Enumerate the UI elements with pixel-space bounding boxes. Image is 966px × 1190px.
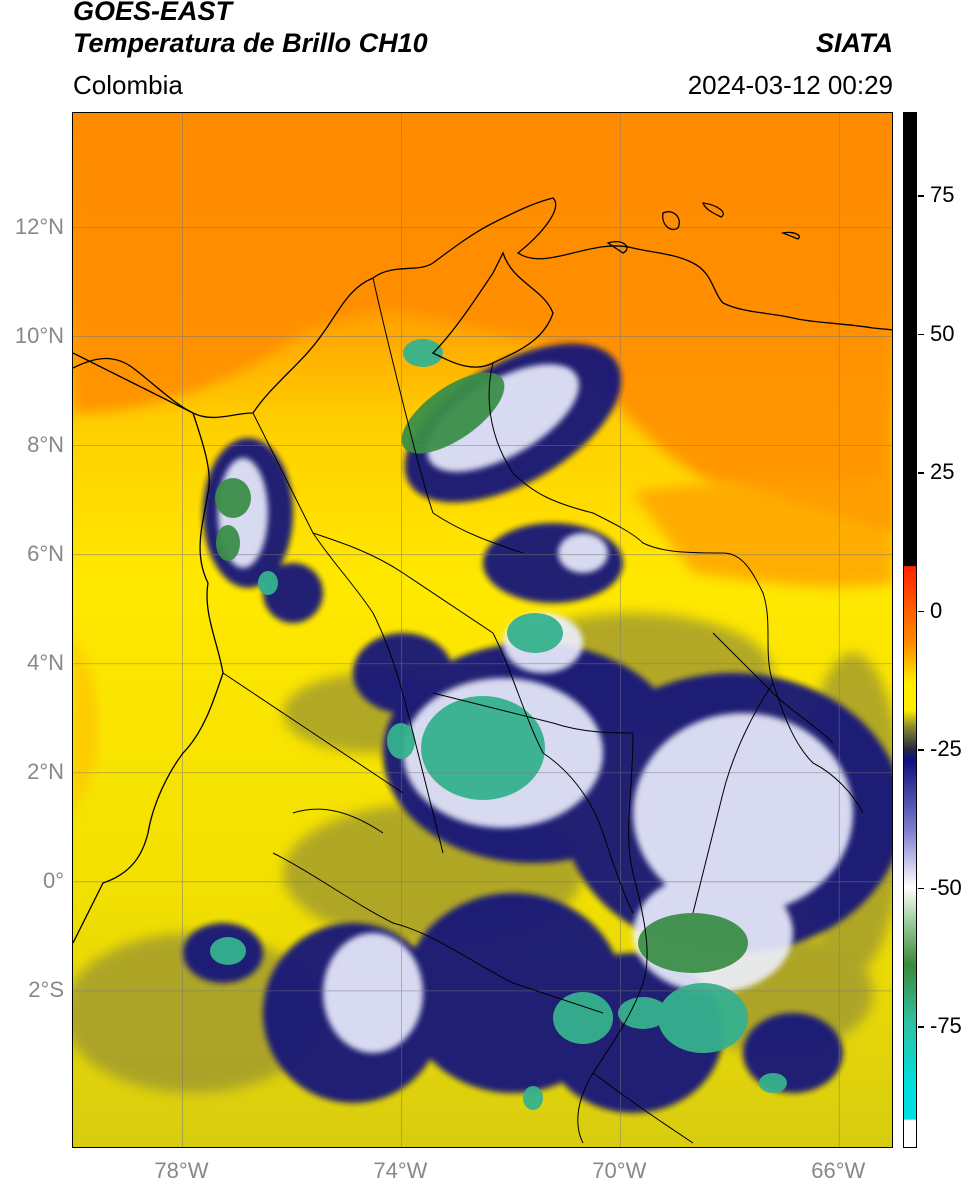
borders bbox=[222, 277, 864, 1144]
colorbar-tick-label: 0 bbox=[930, 597, 943, 623]
datetime-label: 2024-03-12 00:29 bbox=[687, 70, 893, 100]
latitude-label: 4°N bbox=[27, 649, 64, 675]
colorbar-tick bbox=[918, 472, 924, 474]
colorbar-gradient bbox=[904, 113, 916, 1147]
latitude-label: 12°N bbox=[14, 213, 64, 239]
longitude-label: 70°W bbox=[592, 1158, 647, 1183]
latitude-label: 10°N bbox=[14, 322, 64, 348]
latitude-label: 8°N bbox=[27, 431, 64, 457]
product-title: Temperatura de Brillo CH10 bbox=[73, 28, 428, 58]
colorbar-tick-label: 50 bbox=[930, 320, 955, 346]
colorbar-tick bbox=[918, 195, 924, 197]
longitude-label: 78°W bbox=[154, 1158, 209, 1183]
longitude-label: 66°W bbox=[811, 1158, 866, 1183]
latitude-label: 6°N bbox=[27, 540, 64, 566]
graticule bbox=[73, 113, 892, 1147]
colorbar-fill bbox=[904, 113, 916, 1147]
colorbar-tick-label: -50 bbox=[930, 874, 962, 900]
colorbar-tick bbox=[918, 610, 924, 613]
satellite-title: GOES-EAST bbox=[73, 0, 233, 26]
colorbar-tick-label: -25 bbox=[930, 736, 962, 762]
latitude-label: 0° bbox=[42, 867, 64, 893]
organization-label: SIATA bbox=[816, 28, 893, 58]
colorbar bbox=[903, 112, 917, 1148]
colorbar-tick-label: 25 bbox=[930, 459, 955, 485]
region-label: Colombia bbox=[73, 70, 183, 100]
colorbar-tick bbox=[918, 749, 924, 751]
colorbar-tick bbox=[918, 333, 924, 336]
colorbar-tick bbox=[918, 887, 924, 890]
map-canvas bbox=[73, 113, 892, 1147]
colorbar-tick-label: -75 bbox=[930, 1013, 962, 1039]
colorbar-tick bbox=[918, 1026, 924, 1028]
latitude-label: 2°S bbox=[28, 976, 64, 1002]
longitude-label: 74°W bbox=[373, 1158, 428, 1183]
satellite-map bbox=[72, 112, 893, 1148]
colorbar-tick-label: 75 bbox=[930, 182, 955, 208]
latitude-label: 2°N bbox=[27, 758, 64, 784]
